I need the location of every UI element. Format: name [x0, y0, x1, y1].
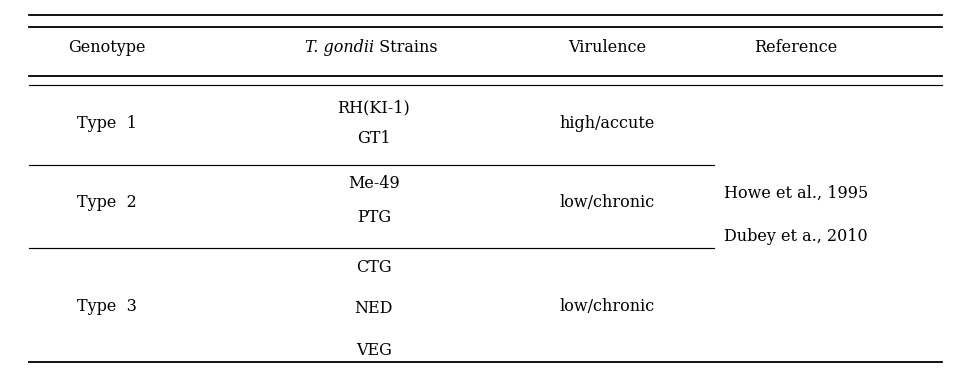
Text: CTG: CTG	[356, 259, 391, 276]
Text: Reference: Reference	[754, 39, 838, 56]
Text: RH(KI-1): RH(KI-1)	[338, 100, 410, 116]
Text: NED: NED	[354, 301, 393, 317]
Text: VEG: VEG	[356, 342, 391, 359]
Text: high/accute: high/accute	[559, 115, 654, 132]
Text: Howe et al., 1995: Howe et al., 1995	[724, 185, 868, 202]
Text: T. gondii: T. gondii	[305, 39, 374, 56]
Text: Type  2: Type 2	[77, 194, 137, 211]
Text: Genotype: Genotype	[68, 39, 146, 56]
Text: Type  1: Type 1	[77, 115, 137, 132]
Text: Type  3: Type 3	[77, 299, 137, 315]
Text: Strains: Strains	[374, 39, 438, 56]
Text: Dubey et a., 2010: Dubey et a., 2010	[724, 229, 868, 245]
Text: Me-49: Me-49	[348, 175, 400, 192]
Text: GT1: GT1	[357, 130, 390, 147]
Text: PTG: PTG	[356, 210, 391, 226]
Text: Virulence: Virulence	[568, 39, 646, 56]
Text: low/chronic: low/chronic	[559, 299, 654, 315]
Text: low/chronic: low/chronic	[559, 194, 654, 211]
